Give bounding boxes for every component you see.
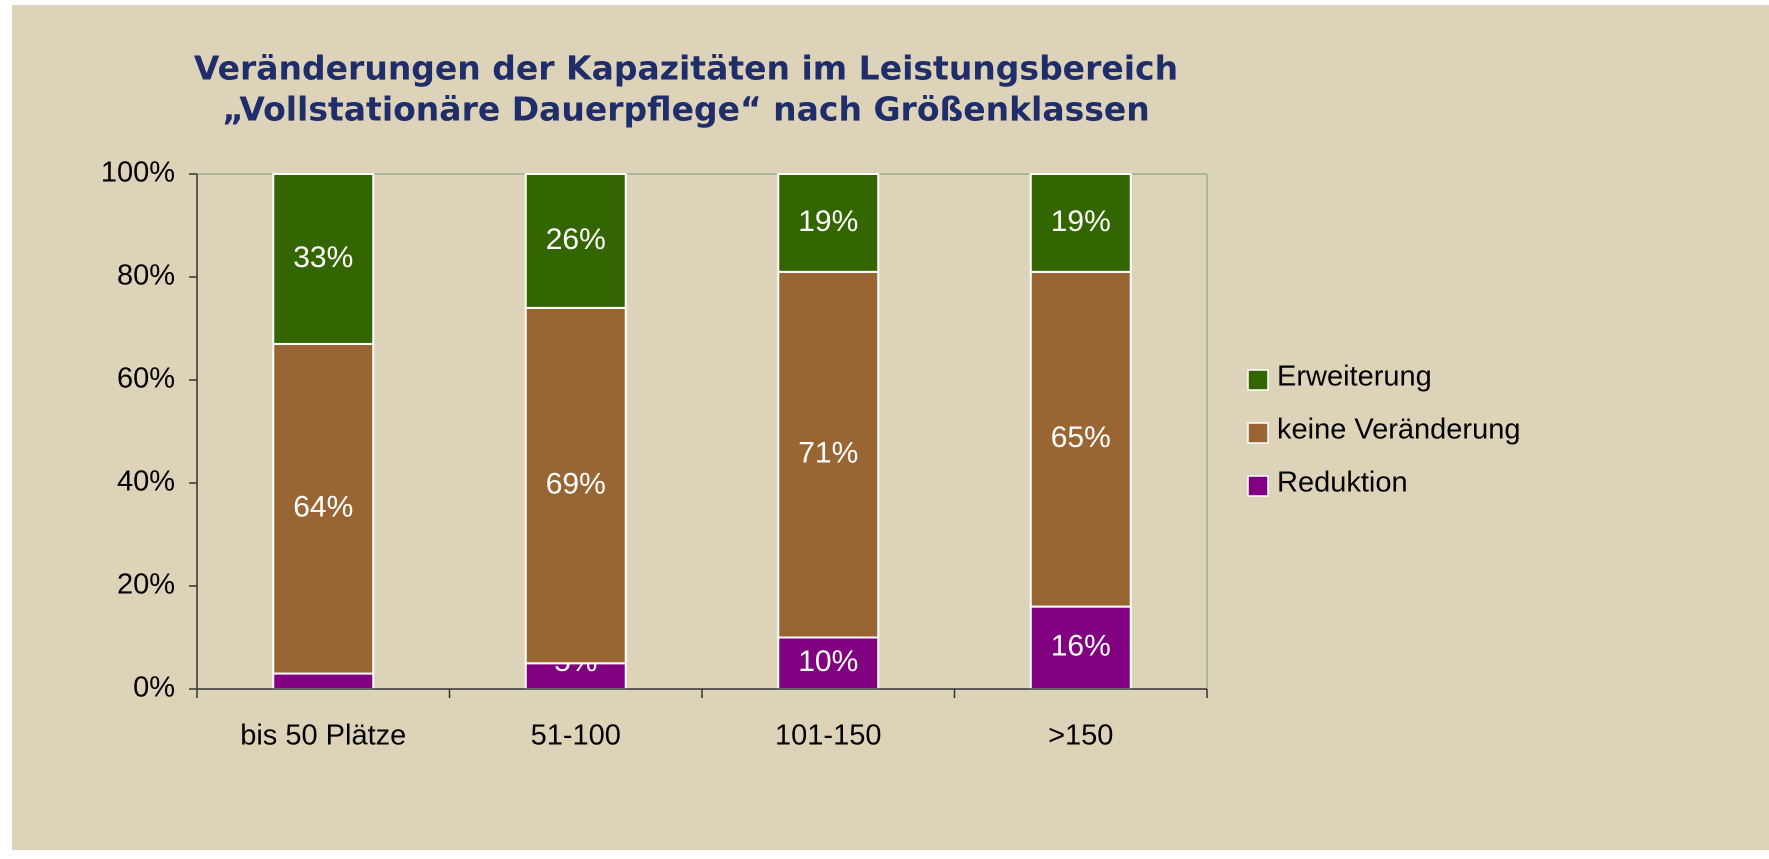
data-label: 19%: [798, 205, 858, 238]
bar-segment: [524, 306, 627, 665]
data-label: 71%: [798, 437, 858, 470]
y-tick-label: 60%: [117, 363, 175, 395]
bar-segment: [1029, 270, 1132, 608]
data-label: 69%: [546, 467, 606, 500]
x-tick-label: >150: [1048, 720, 1113, 752]
legend-label: Reduktion: [1277, 467, 1408, 499]
legend-swatch: [1247, 475, 1269, 497]
data-label: 10%: [798, 645, 858, 678]
bar-segment: [272, 173, 375, 345]
bar-segment: [1029, 605, 1132, 690]
y-tick-label: 0%: [133, 672, 175, 704]
data-label: 19%: [1051, 205, 1111, 238]
legend-label: keine Veränderung: [1277, 414, 1520, 446]
x-tick-label: 51-100: [531, 720, 621, 752]
data-label: 64%: [293, 491, 353, 524]
legend-swatch: [1247, 369, 1269, 391]
chart-title: Veränderungen der Kapazitäten im Leistun…: [194, 49, 1178, 88]
bar-segment: [524, 173, 627, 309]
chart-title: „Vollstationäre Dauerpflege“ nach Größen…: [222, 90, 1150, 129]
legend-label: Erweiterung: [1277, 361, 1432, 393]
bar-segment: [777, 173, 880, 273]
y-tick-label: 80%: [117, 260, 175, 292]
y-tick-label: 40%: [117, 466, 175, 498]
data-label: 33%: [293, 241, 353, 274]
data-label: 16%: [1051, 630, 1111, 663]
y-tick-label: 20%: [117, 569, 175, 601]
bar-segment: [777, 270, 880, 639]
data-label: 26%: [546, 223, 606, 256]
legend-swatch: [1247, 422, 1269, 444]
bar-segment: [1029, 173, 1132, 273]
y-tick-label: 100%: [101, 157, 175, 189]
data-label: 65%: [1051, 421, 1111, 454]
x-tick-label: 101-150: [775, 720, 881, 752]
bar-segment: [272, 342, 375, 675]
x-tick-label: bis 50 Plätze: [240, 720, 406, 752]
